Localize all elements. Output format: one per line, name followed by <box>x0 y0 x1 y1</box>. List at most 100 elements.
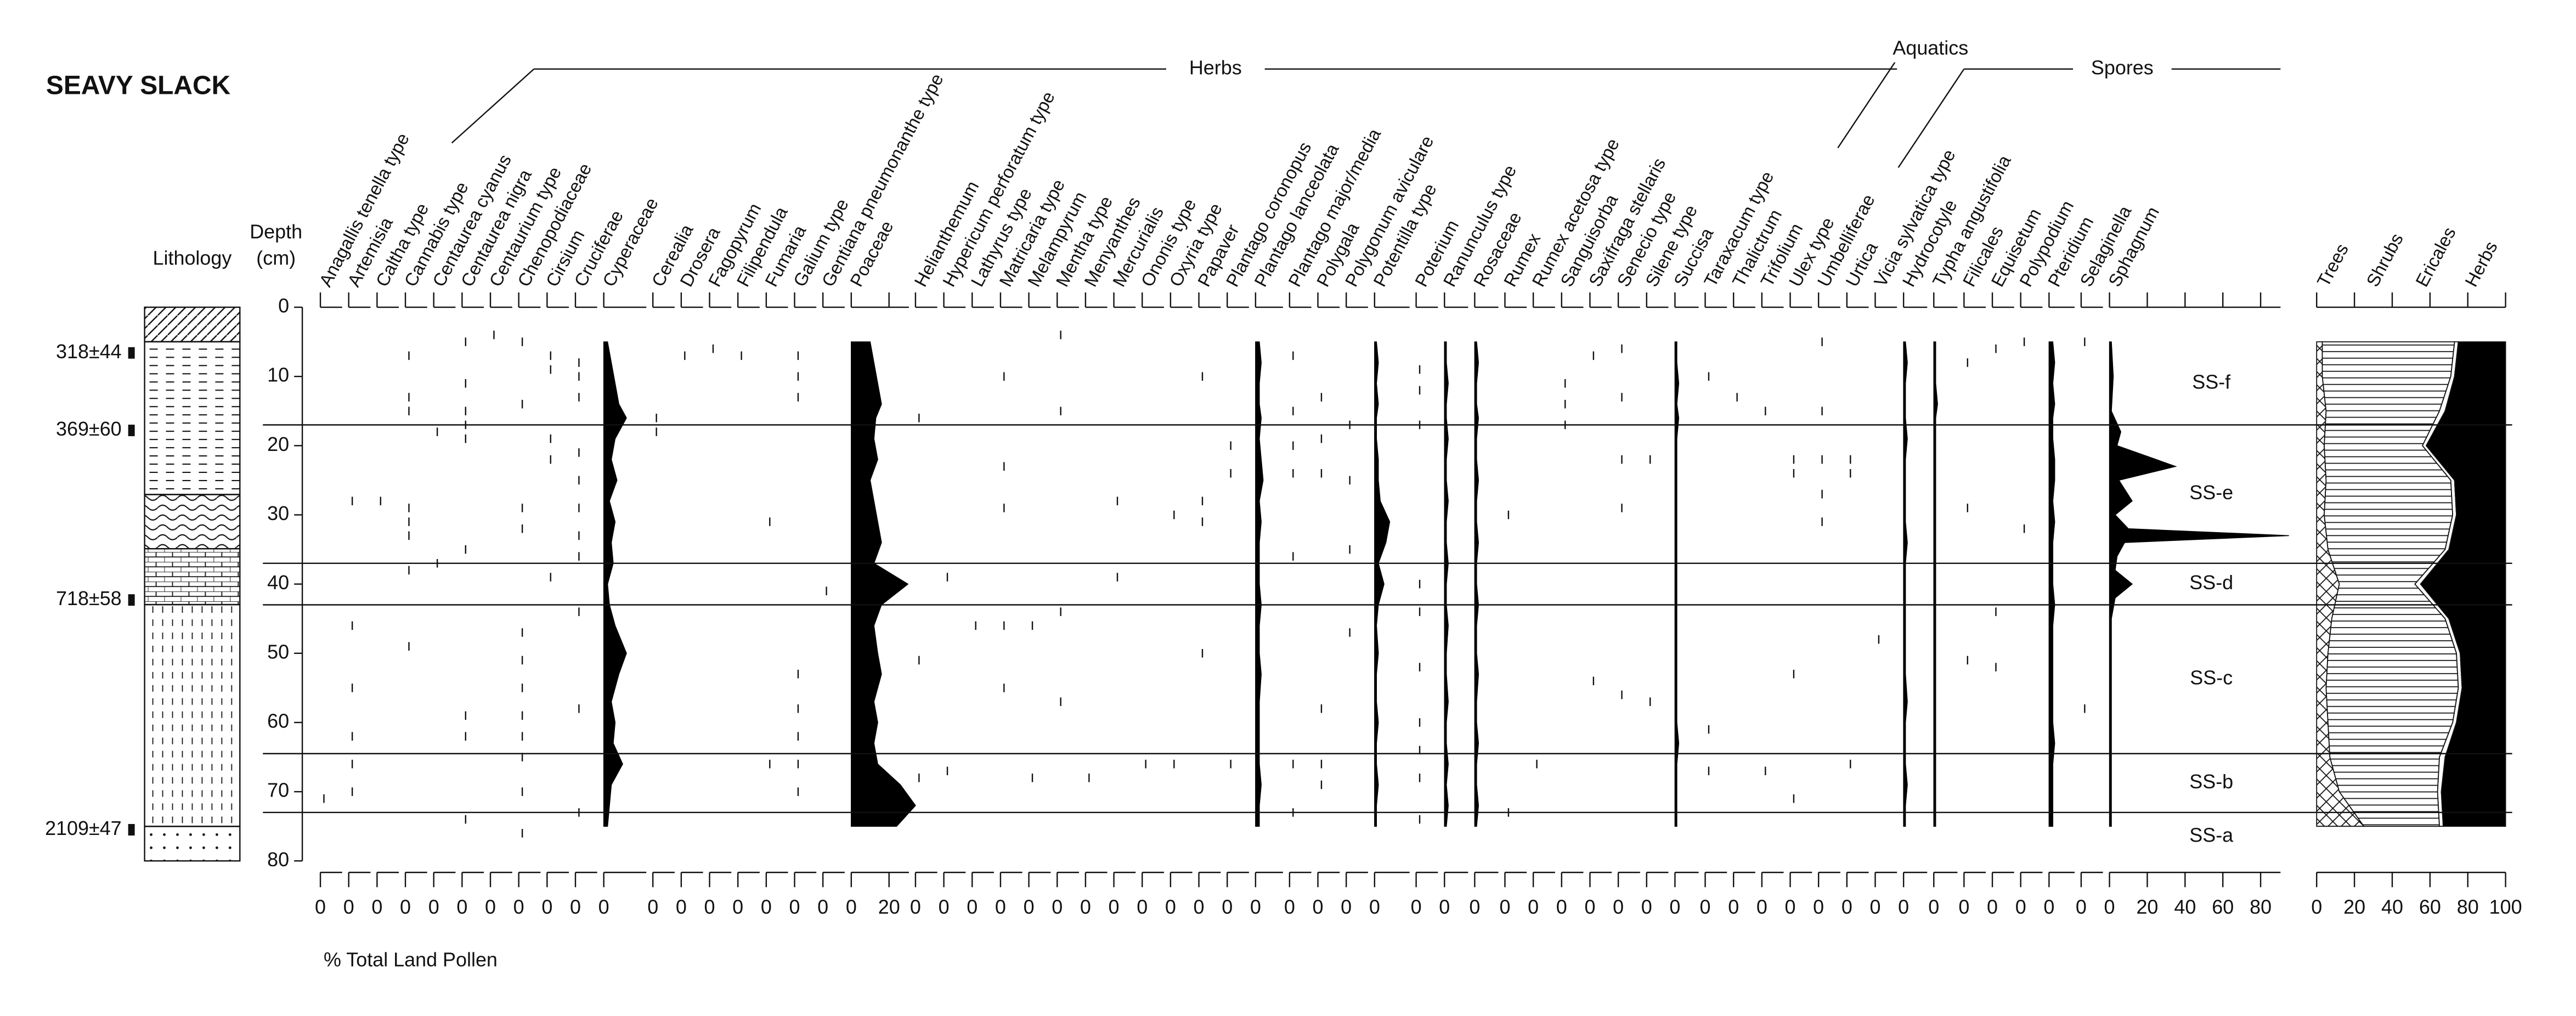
x-tick-label: 0 <box>1756 896 1767 918</box>
zone-label: SS-d <box>2189 571 2233 594</box>
x-tick-label: 0 <box>1499 896 1510 918</box>
pollen-curve <box>1474 341 1479 827</box>
pollen-curve <box>1374 341 1391 827</box>
group-label: Herbs <box>1189 56 1242 78</box>
x-tick-label: 0 <box>2311 896 2322 918</box>
lithology-layer <box>144 306 241 343</box>
y-tick-label: 20 <box>267 433 289 455</box>
date-label: 318±44 <box>56 340 122 363</box>
x-tick-label: 0 <box>1928 896 1939 918</box>
x-tick-label: 0 <box>1584 896 1595 918</box>
zone-label: SS-e <box>2189 481 2233 504</box>
x-tick-label: 0 <box>1898 896 1909 918</box>
summary-label: Ericales <box>2411 224 2460 290</box>
x-tick-label: 0 <box>1052 896 1063 918</box>
x-tick-label: 20 <box>878 896 900 918</box>
x-tick-label: 0 <box>704 896 715 918</box>
x-tick-label: 0 <box>541 896 552 918</box>
x-tick-label: 0 <box>789 896 800 918</box>
group-bracket <box>1897 69 1965 168</box>
summary-label: Shrubs <box>2362 230 2407 290</box>
pollen-curve <box>1444 341 1449 827</box>
x-tick-label: 0 <box>1411 896 1422 918</box>
summary-area <box>2420 341 2506 827</box>
pollen-curve <box>1933 341 1938 827</box>
y-tick-label: 0 <box>278 295 289 317</box>
x-tick-label: 0 <box>513 896 524 918</box>
x-tick-label: 0 <box>1165 896 1176 918</box>
x-tick-label: 0 <box>1469 896 1480 918</box>
x-tick-label: 100 <box>2489 896 2522 918</box>
x-tick-label: 0 <box>371 896 382 918</box>
x-tick-label: 0 <box>647 896 658 918</box>
x-tick-label: 0 <box>995 896 1006 918</box>
x-tick-label: 0 <box>1785 896 1796 918</box>
date-label: 369±60 <box>56 417 122 440</box>
x-tick-label: 0 <box>910 896 921 918</box>
zone-label: SS-a <box>2189 824 2233 846</box>
y-tick-label: 70 <box>267 779 289 801</box>
pollen-curve <box>1903 341 1908 827</box>
lithology-layer <box>144 494 241 550</box>
x-tick-label: 0 <box>1024 896 1035 918</box>
x-tick-label: 0 <box>1728 896 1739 918</box>
zone-label: SS-f <box>2192 370 2231 393</box>
x-tick-label: 0 <box>456 896 467 918</box>
x-tick-label: 0 <box>343 896 354 918</box>
x-tick-label: 0 <box>1813 896 1824 918</box>
group-bracket <box>451 68 535 144</box>
lithology-column <box>144 306 241 862</box>
y-axis-unit: (cm) <box>256 247 296 269</box>
x-tick-label: 0 <box>1369 896 1380 918</box>
chart-title: SEAVY SLACK <box>46 71 231 100</box>
x-tick-label: 0 <box>1870 896 1881 918</box>
x-tick-label: 0 <box>846 896 857 918</box>
date-marker <box>128 347 135 359</box>
date-label: 718±58 <box>56 587 122 609</box>
x-tick-label: 0 <box>761 896 772 918</box>
x-tick-label: 40 <box>2381 896 2403 918</box>
x-tick-label: 0 <box>1700 896 1711 918</box>
x-tick-label: 0 <box>598 896 609 918</box>
x-tick-label: 0 <box>1194 896 1205 918</box>
y-axis-label: Depth <box>250 221 302 243</box>
x-tick-label: 0 <box>400 896 411 918</box>
pollen-curve <box>603 341 627 827</box>
summary-label: Trees <box>2313 240 2352 290</box>
x-tick-label: 0 <box>428 896 439 918</box>
x-tick-label: 0 <box>967 896 978 918</box>
x-tick-label: 0 <box>817 896 828 918</box>
y-tick-label: 50 <box>267 640 289 663</box>
group-label-bg <box>1166 55 1265 82</box>
x-tick-label: 0 <box>1137 896 1148 918</box>
pollen-curve <box>851 341 916 827</box>
x-tick-label: 20 <box>2343 896 2365 918</box>
x-tick-label: 0 <box>1556 896 1567 918</box>
date-marker <box>128 824 135 836</box>
x-axis-label: % Total Land Pollen <box>324 948 498 970</box>
pollen-curve <box>1255 341 1264 827</box>
x-tick-label: 80 <box>2457 896 2479 918</box>
y-tick-label: 60 <box>267 709 289 732</box>
x-tick-label: 0 <box>570 896 581 918</box>
lithology-label: Lithology <box>153 247 232 269</box>
x-tick-label: 0 <box>2043 896 2054 918</box>
x-tick-label: 60 <box>2419 896 2441 918</box>
y-tick-label: 10 <box>267 364 289 386</box>
x-tick-label: 0 <box>1250 896 1261 918</box>
x-tick-label: 0 <box>676 896 687 918</box>
x-tick-label: 0 <box>1987 896 1998 918</box>
x-tick-label: 0 <box>2104 896 2115 918</box>
x-tick-label: 0 <box>732 896 743 918</box>
x-tick-label: 0 <box>1528 896 1539 918</box>
x-tick-label: 0 <box>1222 896 1233 918</box>
date-marker <box>128 594 135 606</box>
x-tick-label: 0 <box>1439 896 1450 918</box>
x-tick-label: 60 <box>2212 896 2234 918</box>
x-tick-label: 0 <box>315 896 326 918</box>
y-tick-label: 40 <box>267 571 289 594</box>
group-bracket <box>1837 49 1905 149</box>
x-tick-label: 0 <box>1284 896 1295 918</box>
